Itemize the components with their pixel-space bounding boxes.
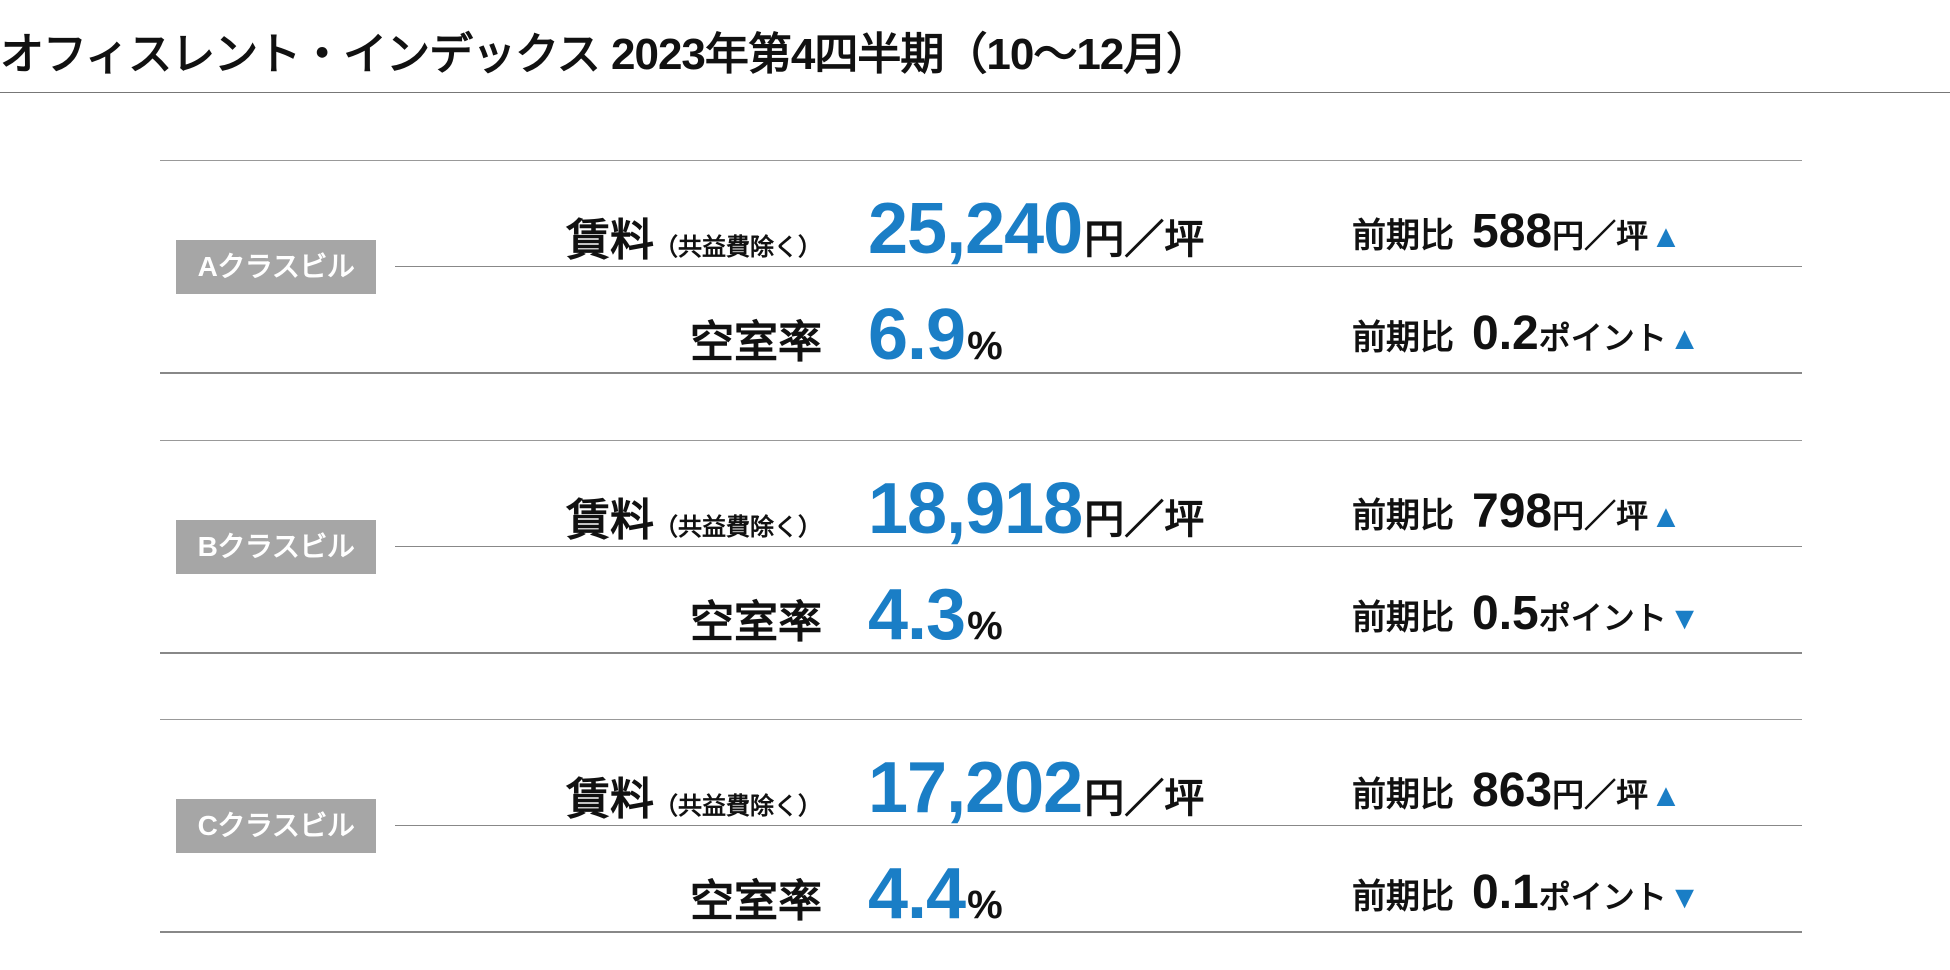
vacancy-change: 前期比 0.1 ポイント ▼ (1352, 865, 1700, 920)
section-middle-rule (395, 546, 1802, 547)
vacancy-change-unit: ポイント (1538, 879, 1667, 915)
rent-unit: 円／坪 (1084, 777, 1205, 821)
section-top-rule (160, 719, 1802, 720)
section-bottom-rule (160, 372, 1802, 374)
rent-change-number: 588 (1472, 205, 1553, 258)
vacancy-unit: % (967, 883, 1003, 927)
change-prefix: 前期比 (1352, 319, 1454, 357)
vacancy-change: 前期比 0.5 ポイント ▼ (1352, 586, 1700, 641)
up-arrow-icon: ▲ (1668, 320, 1701, 356)
vacancy-label-main: 空室率 (690, 877, 822, 926)
vacancy-label-main: 空室率 (690, 598, 822, 647)
change-prefix: 前期比 (1352, 497, 1454, 535)
down-arrow-icon: ▼ (1668, 600, 1701, 636)
change-prefix: 前期比 (1352, 217, 1454, 255)
rent-label-main: 賃料 (566, 775, 654, 824)
vacancy-label: 空室率 (690, 586, 822, 650)
up-arrow-icon: ▲ (1650, 777, 1682, 813)
rent-label-note: （共益費除く） (654, 793, 822, 820)
rent-change-number: 863 (1472, 764, 1553, 817)
rent-change-unit: 円／坪 (1552, 218, 1649, 254)
section-c-class: Cクラスビル 賃料 （共益費除く） 17,202 円／坪 前期比 863 円／坪… (0, 719, 1950, 964)
vacancy-label: 空室率 (690, 306, 822, 370)
rent-change-number: 798 (1472, 485, 1553, 538)
vacancy-value: 4.3 % (868, 574, 1003, 656)
rent-label: 賃料 （共益費除く） (566, 204, 822, 268)
rent-change-unit: 円／坪 (1552, 498, 1649, 534)
rent-label-note: （共益費除く） (654, 514, 822, 541)
vacancy-number: 4.3 (868, 575, 966, 655)
section-top-rule (160, 440, 1802, 441)
change-prefix: 前期比 (1352, 878, 1454, 916)
section-b-class: Bクラスビル 賃料 （共益費除く） 18,918 円／坪 前期比 798 円／坪… (0, 440, 1950, 685)
rent-value: 25,240 円／坪 (868, 188, 1204, 270)
section-bottom-rule (160, 931, 1802, 933)
vacancy-change-number: 0.1 (1472, 866, 1539, 919)
section-a-class: Aクラスビル 賃料 （共益費除く） 25,240 円／坪 前期比 588 円／坪… (0, 160, 1950, 405)
rent-unit: 円／坪 (1084, 498, 1205, 542)
rent-label-main: 賃料 (566, 216, 654, 265)
rent-label: 賃料 （共益費除く） (566, 484, 822, 548)
vacancy-change-number: 0.5 (1472, 587, 1539, 640)
up-arrow-icon: ▲ (1650, 218, 1682, 254)
vacancy-change-number: 0.2 (1472, 307, 1539, 360)
vacancy-value: 4.4 % (868, 853, 1003, 935)
rent-label: 賃料 （共益費除く） (566, 763, 822, 827)
vacancy-number: 6.9 (868, 295, 966, 375)
title-divider (0, 92, 1950, 93)
up-arrow-icon: ▲ (1650, 498, 1682, 534)
vacancy-change-unit: ポイント (1538, 600, 1667, 636)
section-middle-rule (395, 266, 1802, 267)
rent-label-main: 賃料 (566, 496, 654, 545)
rent-label-note: （共益費除く） (654, 234, 822, 261)
class-badge: Aクラスビル (176, 240, 376, 294)
vacancy-value: 6.9 % (868, 294, 1003, 376)
rent-number: 17,202 (868, 748, 1083, 828)
rent-unit: 円／坪 (1084, 218, 1205, 262)
rent-value: 18,918 円／坪 (868, 468, 1204, 550)
rent-value: 17,202 円／坪 (868, 747, 1204, 829)
vacancy-unit: % (967, 324, 1003, 368)
section-middle-rule (395, 825, 1802, 826)
rent-number: 25,240 (868, 189, 1083, 269)
section-top-rule (160, 160, 1802, 161)
vacancy-change-unit: ポイント (1538, 320, 1667, 356)
vacancy-number: 4.4 (868, 854, 966, 934)
change-prefix: 前期比 (1352, 599, 1454, 637)
rent-change: 前期比 588 円／坪 ▲ (1352, 204, 1682, 259)
page-title: オフィスレント・インデックス 2023年第4四半期（10～12月） (0, 30, 1210, 79)
rent-change: 前期比 863 円／坪 ▲ (1352, 763, 1682, 818)
vacancy-change: 前期比 0.2 ポイント ▲ (1352, 306, 1700, 361)
rent-change-unit: 円／坪 (1552, 777, 1649, 813)
vacancy-unit: % (967, 604, 1003, 648)
section-bottom-rule (160, 652, 1802, 654)
vacancy-label-main: 空室率 (690, 318, 822, 367)
vacancy-label: 空室率 (690, 865, 822, 929)
down-arrow-icon: ▼ (1668, 879, 1701, 915)
change-prefix: 前期比 (1352, 776, 1454, 814)
rent-number: 18,918 (868, 469, 1083, 549)
rent-change: 前期比 798 円／坪 ▲ (1352, 484, 1682, 539)
class-badge: Bクラスビル (176, 520, 376, 574)
class-badge: Cクラスビル (176, 799, 376, 853)
